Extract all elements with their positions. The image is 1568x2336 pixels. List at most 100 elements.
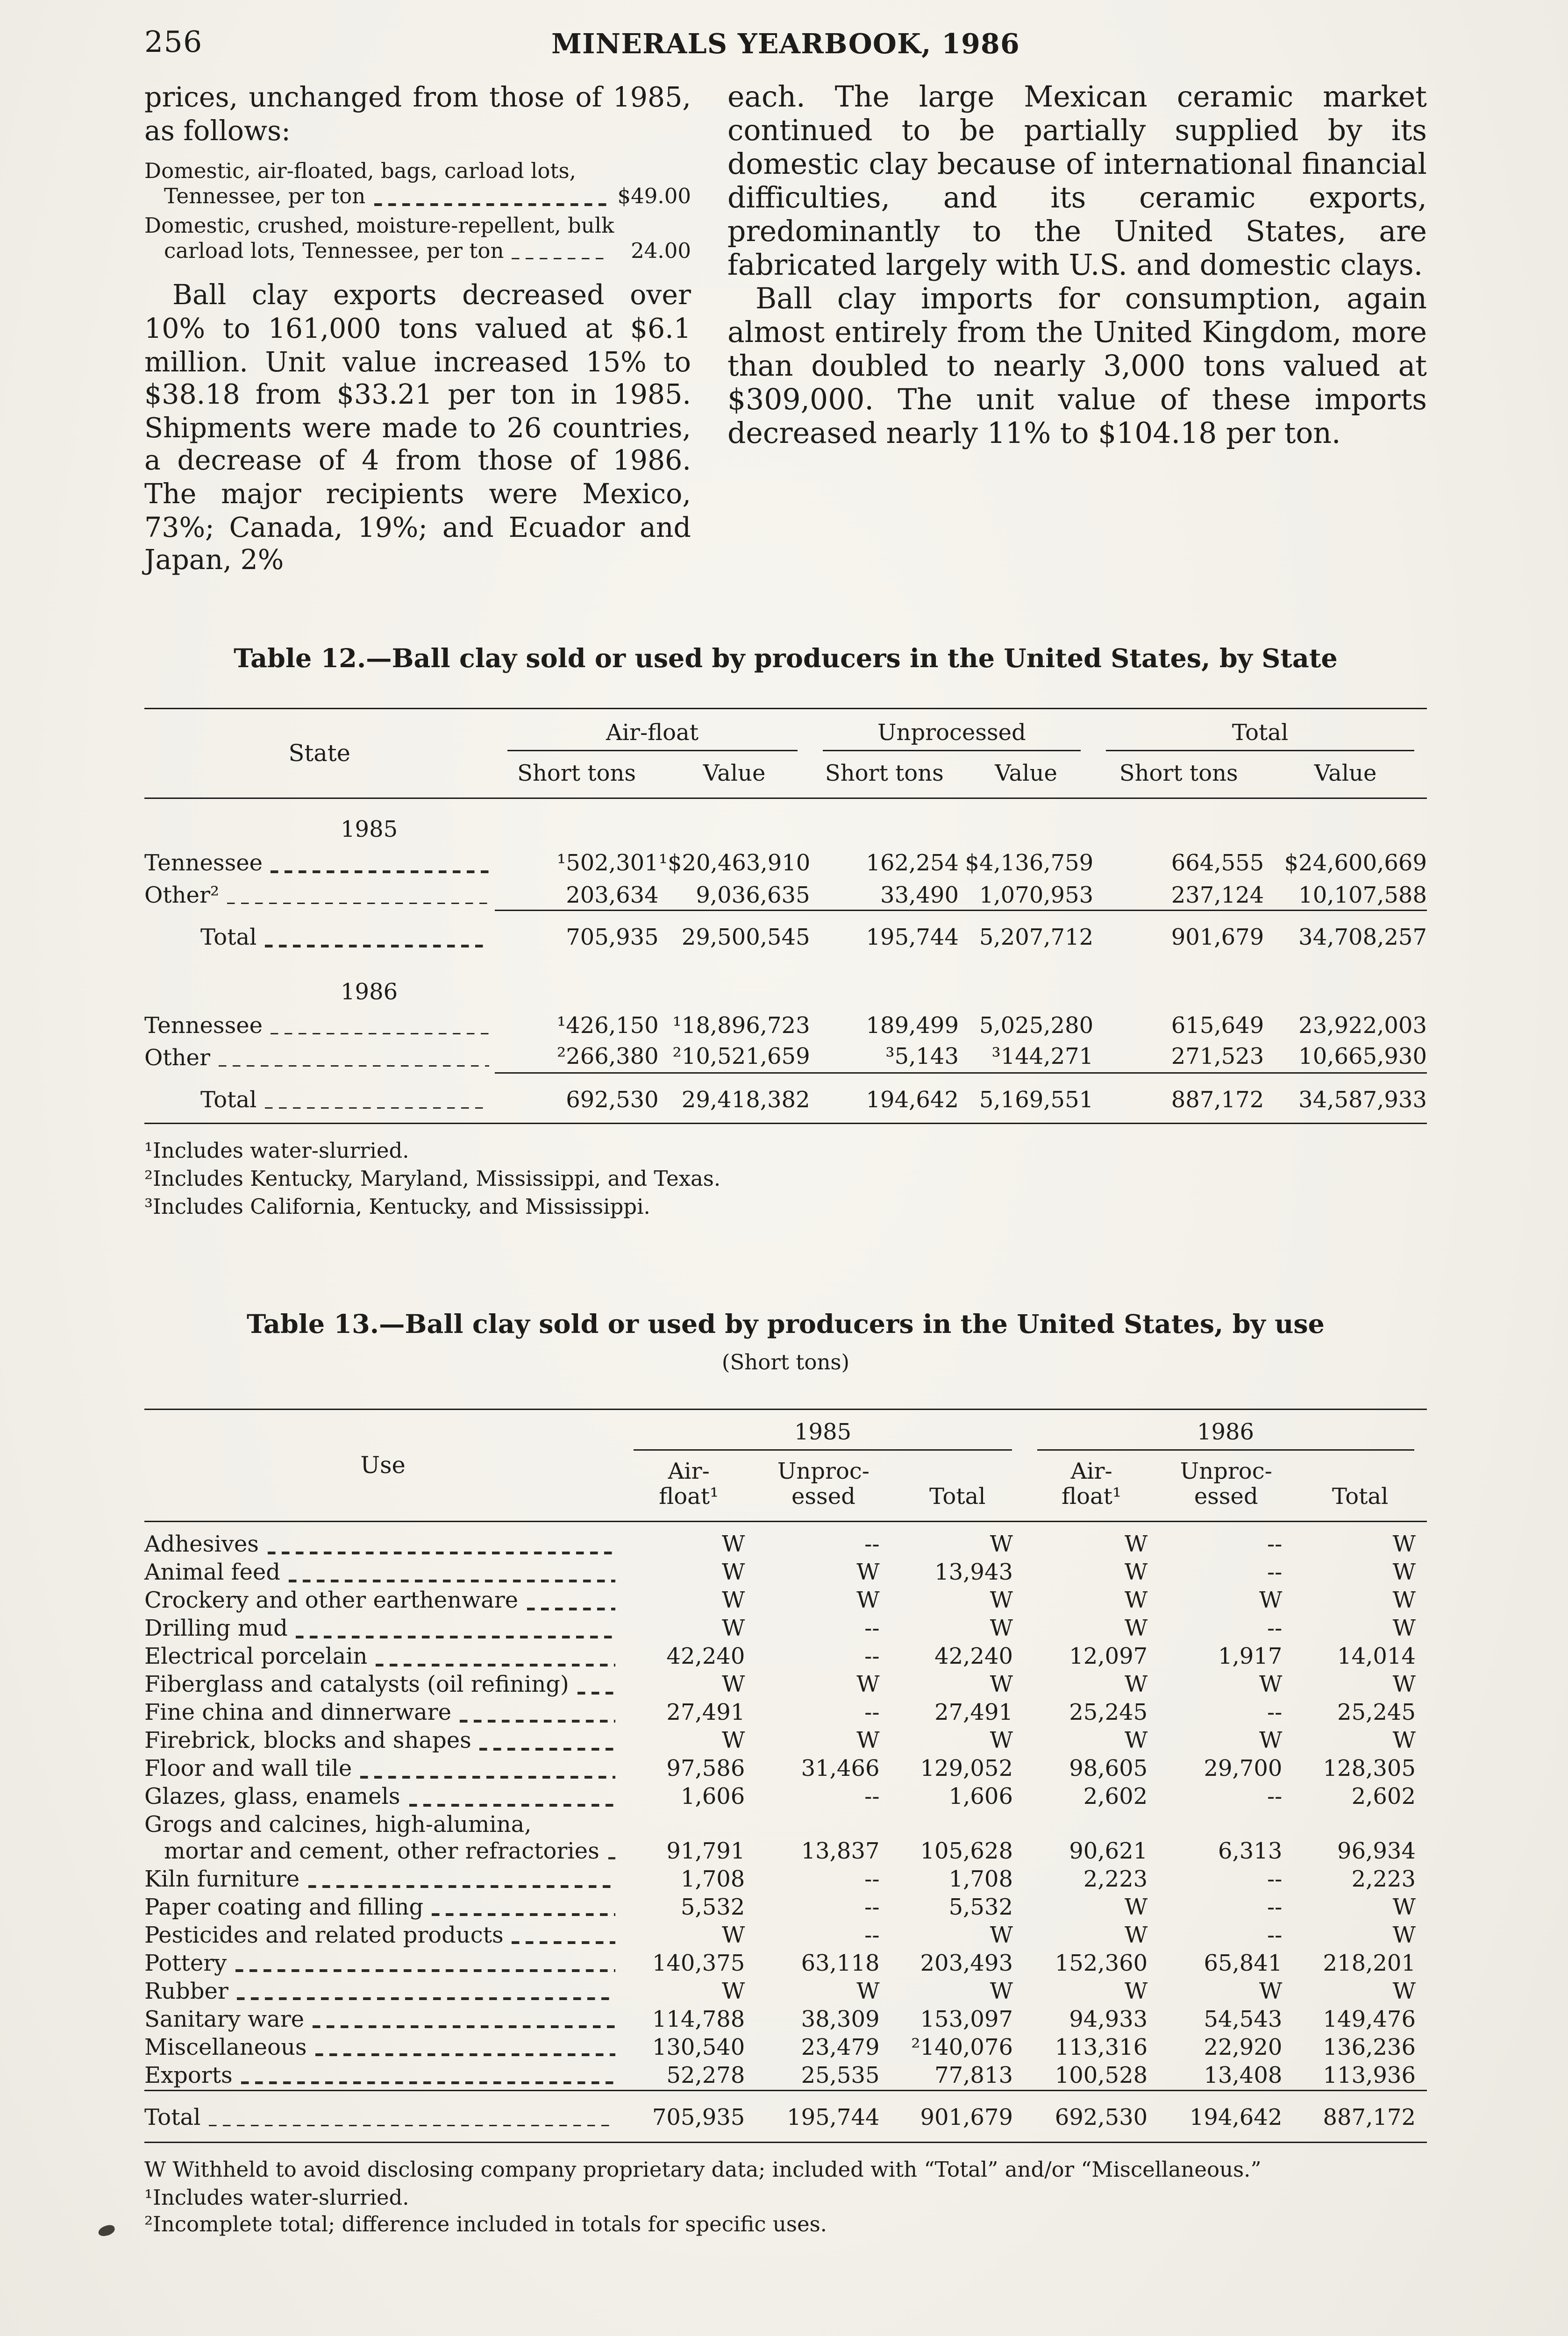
t13-subcol-total-1986: Total xyxy=(1293,1452,1427,1523)
t13-cell: 29,700 xyxy=(1204,1755,1283,1782)
t12-group-total: Total xyxy=(1093,708,1427,753)
t13-cell: 90,621 xyxy=(1069,1837,1148,1864)
t13-row-label: Electrical porcelain xyxy=(144,1643,368,1670)
t12-total-cell: 34,708,257 xyxy=(1264,910,1427,961)
t12-cell: 33,490 xyxy=(880,881,959,908)
t13-row-label: Fiberglass and catalysts (oil refining) xyxy=(144,1671,569,1698)
table12-section: Table 12.—Ball clay sold or used by prod… xyxy=(144,644,1427,1221)
t13-row-label-cell: Firebrick, blocks and shapes xyxy=(144,1727,621,1755)
t12-group-header-row: State Air-float Unprocessed Total xyxy=(144,708,1427,799)
t13-cell: 100,528 xyxy=(1055,2061,1148,2088)
t12-row-label-cell: Other xyxy=(144,1041,494,1073)
t13-row-label: Crockery and other earthenware xyxy=(144,1587,519,1614)
t13-row-label: Floor and wall tile xyxy=(144,1755,352,1782)
t13-cell: W xyxy=(1392,1671,1416,1698)
t13-row-label: Animal feed xyxy=(144,1559,280,1586)
running-title: MINERALS YEARBOOK, 1986 xyxy=(551,28,1020,60)
price-item-label: carload lots, Tennessee, per ton xyxy=(164,237,504,263)
dash-leader xyxy=(267,1548,616,1554)
paragraph: each. The large Mexican ceramic market c… xyxy=(727,80,1427,281)
t13-data-row: Firebrick, blocks and shapes W W W W W W xyxy=(144,1727,1427,1755)
t13-cell: W xyxy=(1392,1531,1416,1558)
t13-row-label-cell: Pottery xyxy=(144,1949,621,1977)
t12-cell: $24,600,669 xyxy=(1284,850,1427,877)
t12-group-airfloat-label: Air-float xyxy=(507,719,798,751)
t13-row-label-cell: Sanitary ware xyxy=(144,2005,621,2033)
price-item-line1: Domestic, air-floated, bags, carload lot… xyxy=(144,158,576,184)
t13-cell: 128,305 xyxy=(1323,1755,1416,1782)
t12-body: 1985 Tennessee ¹502,301 ¹$20,463,9 xyxy=(144,798,1427,1124)
t12-cell: ³5,143 xyxy=(885,1043,959,1070)
t12-cell: 1,070,953 xyxy=(979,881,1094,908)
t12-total-cell: 195,744 xyxy=(810,910,959,961)
t13-cell: -- xyxy=(1267,1531,1283,1558)
price-item-line2: Tennessee, per ton $49.00 xyxy=(144,184,691,210)
t12-col-state: State xyxy=(144,708,495,799)
t12-cell: 10,107,588 xyxy=(1298,881,1427,908)
dash-leader xyxy=(209,2121,616,2127)
t13-cell: W xyxy=(1259,1587,1283,1614)
t12-group-unprocessed: Unprocessed xyxy=(810,708,1094,753)
t13-cell: W xyxy=(722,1587,745,1614)
t13-cell: W xyxy=(856,1671,880,1698)
t12-total-label: Total xyxy=(200,924,257,951)
t13-cell: W xyxy=(990,1671,1013,1698)
t12-row-label-cell: Tennessee xyxy=(144,848,494,879)
t13-row-label: Kiln furniture xyxy=(144,1865,300,1892)
t13-cell: 5,532 xyxy=(680,1893,745,1920)
t13-row-label-cell: Exports xyxy=(144,2061,621,2090)
t12-data-row: Other² 203,634 9,036,635 33,490 1,070,95… xyxy=(144,879,1427,911)
t13-header: Use 1985 1986 Air- float¹ Unproc- essed … xyxy=(144,1409,1427,1523)
dash-leader xyxy=(313,2022,616,2028)
t13-row-label: Exports xyxy=(144,2061,233,2088)
t12-subcol-shorttons-airfloat: Short tons xyxy=(494,752,659,799)
t12-cell: 271,523 xyxy=(1171,1043,1264,1070)
dash-leader xyxy=(289,1576,616,1582)
t13-cell: 96,934 xyxy=(1337,1837,1416,1864)
t13-cell: -- xyxy=(1267,1893,1283,1920)
t12-total-cell: 692,530 xyxy=(494,1072,659,1124)
t13-cell: ²140,076 xyxy=(911,2033,1013,2060)
t13-cell: -- xyxy=(1267,1865,1283,1892)
t13-cell: 14,014 xyxy=(1337,1643,1416,1670)
t13-cell: 54,543 xyxy=(1204,2005,1283,2032)
dash-leader xyxy=(360,1772,616,1778)
price-item-line2: carload lots, Tennessee, per ton 24.00 xyxy=(144,237,691,264)
t12-data-row: Tennessee ¹502,301 ¹$20,463,910 162,254 … xyxy=(144,848,1427,879)
t12-subheader-row: Short tons Value Short tons Value Short … xyxy=(144,752,1427,799)
t13-total-cell: 195,744 xyxy=(756,2089,891,2143)
t13-cell: 1,708 xyxy=(948,1865,1013,1892)
t13-data-row: Electrical porcelain 42,240 -- 42,240 12… xyxy=(144,1643,1427,1671)
t13-row-label-cell: Glazes, glass, enamels xyxy=(144,1783,621,1811)
t13-cell: 1,917 xyxy=(1218,1643,1283,1670)
t12-total-cell: 29,418,382 xyxy=(658,1072,810,1124)
t13-cell: 129,052 xyxy=(920,1755,1013,1782)
t13-cell: -- xyxy=(864,1893,880,1920)
t13-data-row: Adhesives W -- W W -- W xyxy=(144,1522,1427,1559)
t13-cell: 13,943 xyxy=(934,1559,1013,1586)
dash-leader xyxy=(460,1716,616,1722)
t13-cell: W xyxy=(1124,1921,1148,1948)
t13-row-label: Paper coating and filling xyxy=(144,1893,424,1920)
t12-cell: ²10,521,659 xyxy=(672,1043,810,1070)
t13-body: Adhesives W -- W W -- W xyxy=(144,1522,1427,2143)
t13-cell: W xyxy=(1259,1977,1283,2004)
t13-cell: 1,606 xyxy=(948,1783,1013,1810)
t13-row-label-cell: Floor and wall tile xyxy=(144,1755,621,1783)
t13-cell: W xyxy=(990,1615,1013,1642)
t12-total-label-cell: Total xyxy=(144,1073,494,1124)
t13-total-cell: 901,679 xyxy=(891,2089,1025,2143)
table12-title: Table 12.—Ball clay sold or used by prod… xyxy=(234,644,1338,674)
t13-cell: W xyxy=(990,1921,1013,1948)
t13-subcol-total-1985: Total xyxy=(891,1452,1025,1523)
paragraph: Ball clay imports for consumption, again… xyxy=(727,282,1427,450)
t13-cell: W xyxy=(1259,1727,1283,1754)
t13-cell: 65,841 xyxy=(1204,1949,1283,1976)
t13-row-label-cell: Fiberglass and catalysts (oil refining) xyxy=(144,1671,621,1699)
t13-total-row: Total 705,935 195,744 901,679 692,530 19… xyxy=(144,2089,1427,2143)
t13-cell: 98,605 xyxy=(1069,1755,1148,1782)
t12-subcol-shorttons-total: Short tons xyxy=(1093,752,1264,799)
t12-cell: ¹$20,463,910 xyxy=(658,850,811,877)
